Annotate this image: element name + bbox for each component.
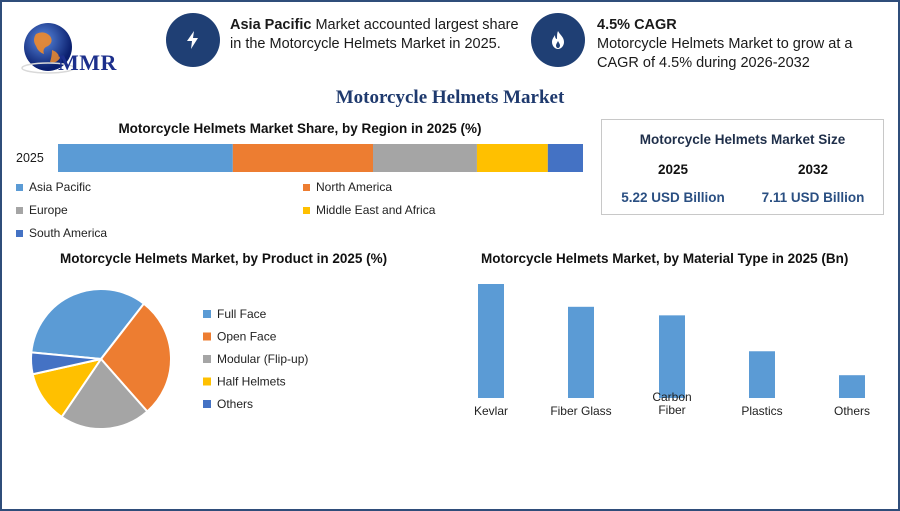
market-size-value-2032: 7.11 USD Billion — [761, 190, 865, 205]
mmr-logo: MMR — [18, 20, 138, 78]
region-legend-label-middle-east-and-africa: Middle East and Africa — [316, 203, 436, 217]
region-bar-segment-south-america — [547, 144, 583, 172]
pie-legend-swatch-others — [203, 400, 211, 408]
material-tick-label-carbon-fiber-line-2: Fiber — [658, 403, 685, 417]
material-tick-label-kevlar: Kevlar — [474, 404, 508, 418]
region-bar-segment-north-america — [232, 144, 373, 172]
material-bar-fiber-glass — [568, 306, 594, 398]
region-legend-swatch-south-america — [16, 230, 23, 237]
region-legend-label-north-america: North America — [316, 180, 392, 194]
pie-legend-swatch-full-face — [203, 310, 211, 318]
highlight-1-badge — [166, 13, 220, 67]
region-bar-year-label: 2025 — [16, 151, 44, 165]
market-size-title: Motorcycle Helmets Market Size — [639, 132, 846, 147]
product-chart-title: Motorcycle Helmets Market, by Product in… — [60, 251, 388, 266]
region-bar-segment-asia-pacific — [58, 144, 233, 172]
highlight-2-bold: 4.5% CAGR — [597, 17, 677, 33]
pie-slice-modular-flip-up — [60, 357, 149, 430]
pie-legend-swatch-half-helmets — [203, 377, 211, 386]
material-chart-title: Motorcycle Helmets Market, by Material T… — [481, 251, 849, 266]
pie-legend-swatch-open-face — [203, 332, 211, 341]
logo-text: MMR — [58, 50, 117, 75]
region-legend-label-asia-pacific: Asia Pacific — [29, 180, 91, 194]
region-legend-swatch-asia-pacific — [16, 184, 23, 191]
highlight-1-text: Asia Pacific Market accounted largest sh… — [230, 16, 530, 54]
highlight-2-text: 4.5% CAGR Motorcycle Helmets Market to g… — [597, 16, 892, 73]
material-bar-plastics — [749, 351, 775, 398]
material-tick-label-carbon-fiber-line-1: Carbon — [652, 390, 691, 404]
material-bar-others — [839, 375, 865, 398]
material-tick-label-plastics: Plastics — [741, 404, 782, 418]
region-bar-segment-middle-east-and-africa — [476, 144, 548, 172]
pie-legend-swatch-modular-flip-up — [203, 355, 211, 363]
material-bar-kevlar — [478, 284, 504, 398]
region-share-chart: Asia Pacific North America Europe Middle Ea… — [16, 144, 583, 240]
highlight-1-bold: Asia Pacific — [230, 17, 312, 33]
region-legend-swatch-europe — [16, 207, 23, 214]
pie-legend-label-half-helmets: Half Helmets — [217, 375, 286, 389]
region-bar-segment-europe — [373, 144, 477, 172]
page-title: Motorcycle Helmets Market — [335, 87, 565, 108]
market-size-value-2025: 5.22 USD Billion — [621, 190, 725, 205]
pie-legend-label-modular-flip-up: Modular (Flip-up) — [217, 352, 308, 366]
region-legend-swatch-north-america — [303, 184, 310, 191]
material-bar-carbon-fiber — [659, 315, 685, 398]
region-chart-title: Motorcycle Helmets Market Share, by Regi… — [118, 121, 482, 136]
pie-slice-full-face — [30, 288, 146, 361]
pie-legend-label-full-face: Full Face — [217, 307, 267, 321]
pie-slice-others — [30, 351, 102, 376]
market-size-year-2025: 2025 — [657, 162, 689, 177]
material-tick-label-others: Others — [834, 404, 870, 418]
product-pie-chart: Full Face Open Face Modular (Flip-up) Half … — [30, 288, 308, 430]
globe-icon — [21, 23, 75, 74]
region-legend-swatch-middle-east-and-africa — [303, 207, 310, 214]
pie-legend-label-open-face: Open Face — [217, 330, 277, 344]
material-tick-label-fiber-glass: Fiber Glass — [550, 404, 611, 418]
lightning-icon — [187, 31, 198, 49]
market-size-card: Motorcycle Helmets Market Size 2025 2032… — [601, 119, 884, 215]
flame-icon — [552, 31, 564, 49]
pie-legend-label-others: Others — [217, 397, 253, 411]
region-legend-label-south-america: South America — [29, 226, 107, 240]
highlight-2-badge — [531, 13, 585, 67]
region-legend-label-europe: Europe — [29, 203, 68, 217]
highlight-2-body: Motorcycle Helmets Market to grow at a C… — [597, 36, 853, 71]
pie-slice-open-face — [99, 302, 172, 413]
highlight-1-body: Market accounted largest share in the Mo… — [230, 17, 519, 52]
market-size-year-2032: 2032 — [797, 162, 829, 177]
